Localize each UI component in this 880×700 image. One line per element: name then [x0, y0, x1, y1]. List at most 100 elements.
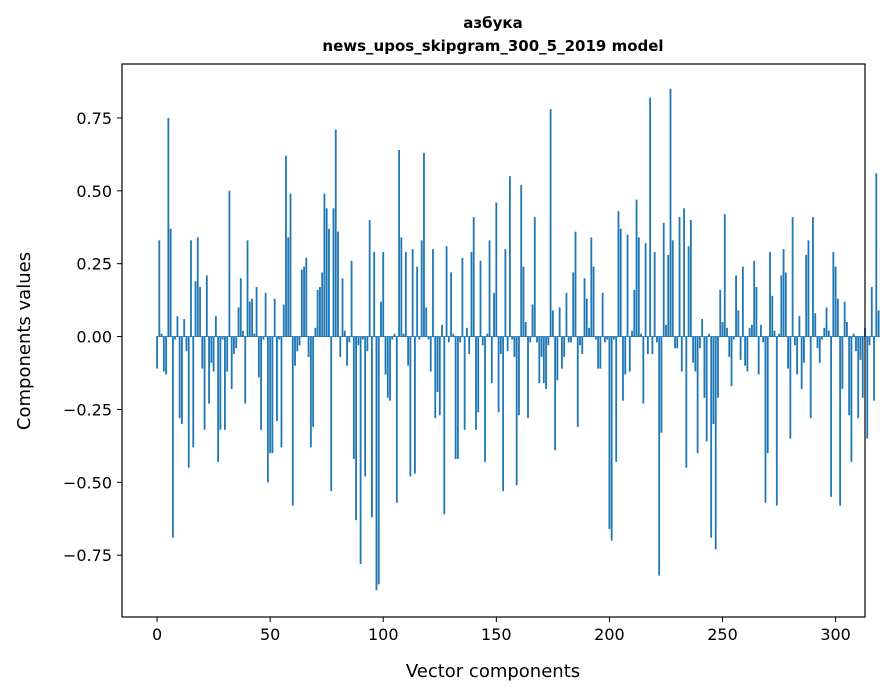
- bar: [199, 287, 201, 337]
- bar: [260, 337, 262, 430]
- bar: [846, 322, 848, 337]
- bar: [758, 337, 760, 375]
- bar: [624, 337, 626, 375]
- bar: [812, 217, 814, 337]
- bar: [265, 293, 267, 337]
- bar: [857, 337, 859, 419]
- bar: [532, 305, 534, 337]
- bar: [165, 337, 167, 375]
- bar: [848, 337, 850, 416]
- bar: [789, 337, 791, 439]
- bar: [378, 337, 380, 585]
- bar: [753, 261, 755, 337]
- bar: [645, 243, 647, 336]
- bar: [525, 322, 527, 337]
- bar: [475, 337, 477, 430]
- bar: [871, 287, 873, 337]
- bar: [156, 337, 158, 369]
- bar: [606, 337, 608, 340]
- bar: [283, 305, 285, 337]
- bar: [482, 337, 484, 346]
- bar: [337, 232, 339, 337]
- bar: [256, 287, 258, 337]
- bar: [174, 337, 176, 340]
- bar: [545, 337, 547, 389]
- bar: [713, 337, 715, 424]
- bar: [692, 337, 694, 363]
- bar: [742, 267, 744, 337]
- x-tick-label: 0: [152, 625, 162, 644]
- bar: [326, 208, 328, 336]
- bar: [586, 299, 588, 337]
- bar: [448, 337, 450, 343]
- chart-title-line-1: азбука: [463, 14, 522, 32]
- bar: [722, 322, 724, 337]
- bar: [507, 337, 509, 352]
- bar: [364, 337, 366, 477]
- bar: [518, 337, 520, 416]
- bar: [566, 293, 568, 337]
- bar: [269, 337, 271, 454]
- bar: [860, 337, 862, 360]
- bar: [161, 334, 163, 337]
- bar: [805, 255, 807, 337]
- bar: [520, 185, 522, 337]
- bar: [685, 337, 687, 468]
- bar: [267, 337, 269, 483]
- bar: [740, 337, 742, 360]
- bar: [699, 337, 701, 349]
- bar: [516, 337, 518, 486]
- y-tick-label: 0.25: [76, 255, 112, 274]
- bar: [679, 217, 681, 337]
- bar: [799, 316, 801, 336]
- bar: [631, 331, 633, 337]
- bar: [319, 287, 321, 337]
- bar: [394, 334, 396, 337]
- bar: [554, 337, 556, 451]
- bar: [658, 337, 660, 576]
- bar: [611, 337, 613, 541]
- bar: [493, 293, 495, 337]
- bar: [808, 240, 810, 336]
- bar: [498, 337, 500, 413]
- y-tick-label: −0.50: [63, 473, 112, 492]
- bar: [400, 237, 402, 336]
- bar: [733, 337, 735, 340]
- bar: [238, 307, 240, 336]
- bar: [636, 200, 638, 337]
- bar: [756, 287, 758, 337]
- bar: [627, 235, 629, 337]
- bar: [471, 252, 473, 337]
- bar: [851, 337, 853, 462]
- bar: [873, 337, 875, 401]
- bar: [640, 334, 642, 337]
- bar: [751, 325, 753, 337]
- bar: [593, 267, 595, 337]
- bar: [321, 272, 323, 336]
- bar: [398, 150, 400, 337]
- bar: [735, 275, 737, 336]
- bar: [590, 237, 592, 336]
- bar: [620, 229, 622, 337]
- bar: [785, 272, 787, 336]
- bar: [443, 337, 445, 515]
- bar: [339, 337, 341, 357]
- bar: [710, 337, 712, 538]
- x-tick-label: 300: [820, 625, 851, 644]
- bar: [622, 337, 624, 401]
- bar: [278, 337, 280, 340]
- bar: [330, 337, 332, 492]
- bar: [409, 337, 411, 477]
- bar: [351, 261, 353, 337]
- bar: [385, 337, 387, 375]
- bar: [561, 337, 563, 369]
- bar: [803, 337, 805, 363]
- bar: [704, 337, 706, 398]
- bar: [694, 337, 696, 372]
- bar: [511, 337, 513, 340]
- bar: [262, 337, 264, 340]
- bar: [217, 337, 219, 462]
- bar: [771, 296, 773, 337]
- bar: [387, 337, 389, 398]
- bar: [737, 310, 739, 336]
